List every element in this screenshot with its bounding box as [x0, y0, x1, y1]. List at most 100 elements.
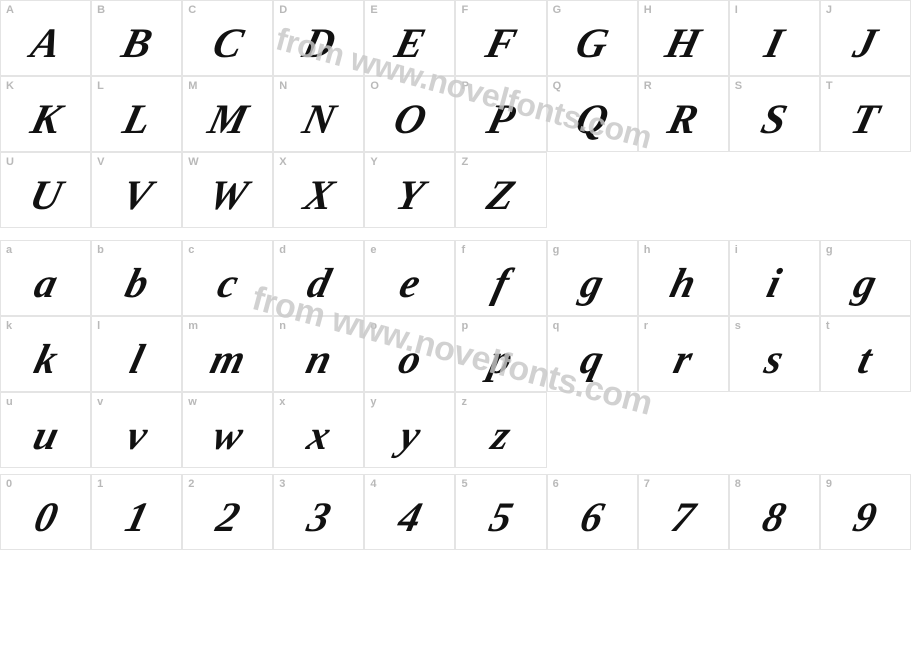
- glyph: y: [395, 412, 426, 460]
- chart-row-lower-4: kkllmmnnooppqqrrsstt: [0, 316, 911, 392]
- glyph-cell: TT: [820, 76, 911, 152]
- glyph: T: [847, 96, 885, 144]
- glyph: C: [208, 20, 248, 68]
- key-label: 3: [279, 478, 285, 490]
- glyph: q: [576, 336, 609, 384]
- glyph: 0: [29, 494, 62, 542]
- key-label: J: [826, 4, 832, 16]
- glyph: 2: [211, 494, 244, 542]
- key-label: T: [826, 80, 833, 92]
- glyph-cell: kk: [0, 316, 91, 392]
- key-label: 7: [644, 478, 650, 490]
- glyph: 3: [302, 494, 335, 542]
- glyph-cell: UU: [0, 152, 91, 228]
- glyph-cell: JJ: [820, 0, 911, 76]
- glyph: i: [763, 260, 787, 308]
- glyph: 9: [849, 494, 882, 542]
- key-label: o: [370, 320, 377, 332]
- glyph: M: [203, 96, 252, 144]
- glyph-cell: 55: [455, 474, 546, 550]
- glyph: n: [301, 336, 336, 384]
- font-chart: AABBCCDDEEFFGGHHIIJJKKLLMMNNOOPPQQRRSSTT…: [0, 0, 911, 550]
- glyph-cell: 66: [547, 474, 638, 550]
- glyph-cell: uu: [0, 392, 91, 468]
- chart-row-upper-1: KKLLMMNNOOPPQQRRSSTT: [0, 76, 911, 152]
- glyph-cell: AA: [0, 0, 91, 76]
- glyph: A: [26, 20, 66, 68]
- key-label: 5: [461, 478, 467, 490]
- empty-cell: [547, 152, 638, 228]
- key-label: M: [188, 80, 197, 92]
- key-label: e: [370, 244, 376, 256]
- key-label: 4: [370, 478, 376, 490]
- key-label: D: [279, 4, 287, 16]
- glyph-cell: ff: [455, 240, 546, 316]
- empty-cell: [820, 152, 911, 228]
- glyph-cell: YY: [364, 152, 455, 228]
- glyph: u: [28, 412, 63, 460]
- glyph-cell: qq: [547, 316, 638, 392]
- glyph-cell: 33: [273, 474, 364, 550]
- key-label: R: [644, 80, 652, 92]
- key-label: p: [461, 320, 468, 332]
- key-label: P: [461, 80, 468, 92]
- glyph-cell: aa: [0, 240, 91, 316]
- key-label: g: [553, 244, 560, 256]
- glyph: k: [29, 336, 62, 384]
- glyph-cell: 99: [820, 474, 911, 550]
- empty-cell: [820, 392, 911, 468]
- chart-row-upper-0: AABBCCDDEEFFGGHHIIJJ: [0, 0, 911, 76]
- key-label: B: [97, 4, 105, 16]
- glyph-cell: ll: [91, 316, 182, 392]
- glyph: z: [487, 412, 515, 460]
- glyph-cell: PP: [455, 76, 546, 152]
- glyph-cell: RR: [638, 76, 729, 152]
- glyph: w: [208, 412, 248, 460]
- glyph-cell: HH: [638, 0, 729, 76]
- glyph-cell: ZZ: [455, 152, 546, 228]
- key-label: 2: [188, 478, 194, 490]
- glyph-cell: WW: [182, 152, 273, 228]
- key-label: L: [97, 80, 104, 92]
- chart-row-digits-6: 00112233445566778899: [0, 474, 911, 550]
- glyph: V: [117, 172, 157, 220]
- key-label: O: [370, 80, 379, 92]
- glyph: g: [849, 260, 882, 308]
- key-label: Y: [370, 156, 377, 168]
- key-label: S: [735, 80, 742, 92]
- glyph-cell: mm: [182, 316, 273, 392]
- glyph-cell: OO: [364, 76, 455, 152]
- glyph: H: [661, 20, 706, 68]
- glyph-cell: ii: [729, 240, 820, 316]
- glyph: l: [125, 336, 149, 384]
- key-label: H: [644, 4, 652, 16]
- key-label: F: [461, 4, 468, 16]
- glyph: B: [117, 20, 157, 68]
- glyph-cell: NN: [273, 76, 364, 152]
- glyph: U: [24, 172, 66, 220]
- glyph: g: [576, 260, 609, 308]
- glyph-cell: hh: [638, 240, 729, 316]
- glyph: I: [760, 20, 788, 68]
- glyph: m: [205, 336, 250, 384]
- key-label: X: [279, 156, 286, 168]
- glyph-cell: II: [729, 0, 820, 76]
- glyph: 7: [667, 494, 700, 542]
- glyph-cell: EE: [364, 0, 455, 76]
- key-label: E: [370, 4, 377, 16]
- glyph: b: [120, 260, 153, 308]
- glyph-cell: MM: [182, 76, 273, 152]
- glyph: s: [760, 336, 788, 384]
- empty-cell: [729, 152, 820, 228]
- glyph: L: [118, 96, 156, 144]
- glyph-cell: LL: [91, 76, 182, 152]
- key-label: G: [553, 4, 562, 16]
- key-label: 9: [826, 478, 832, 490]
- key-label: k: [6, 320, 12, 332]
- glyph: P: [482, 96, 520, 144]
- glyph-cell: CC: [182, 0, 273, 76]
- key-label: x: [279, 396, 285, 408]
- key-label: I: [735, 4, 738, 16]
- key-label: z: [461, 396, 467, 408]
- key-label: h: [644, 244, 651, 256]
